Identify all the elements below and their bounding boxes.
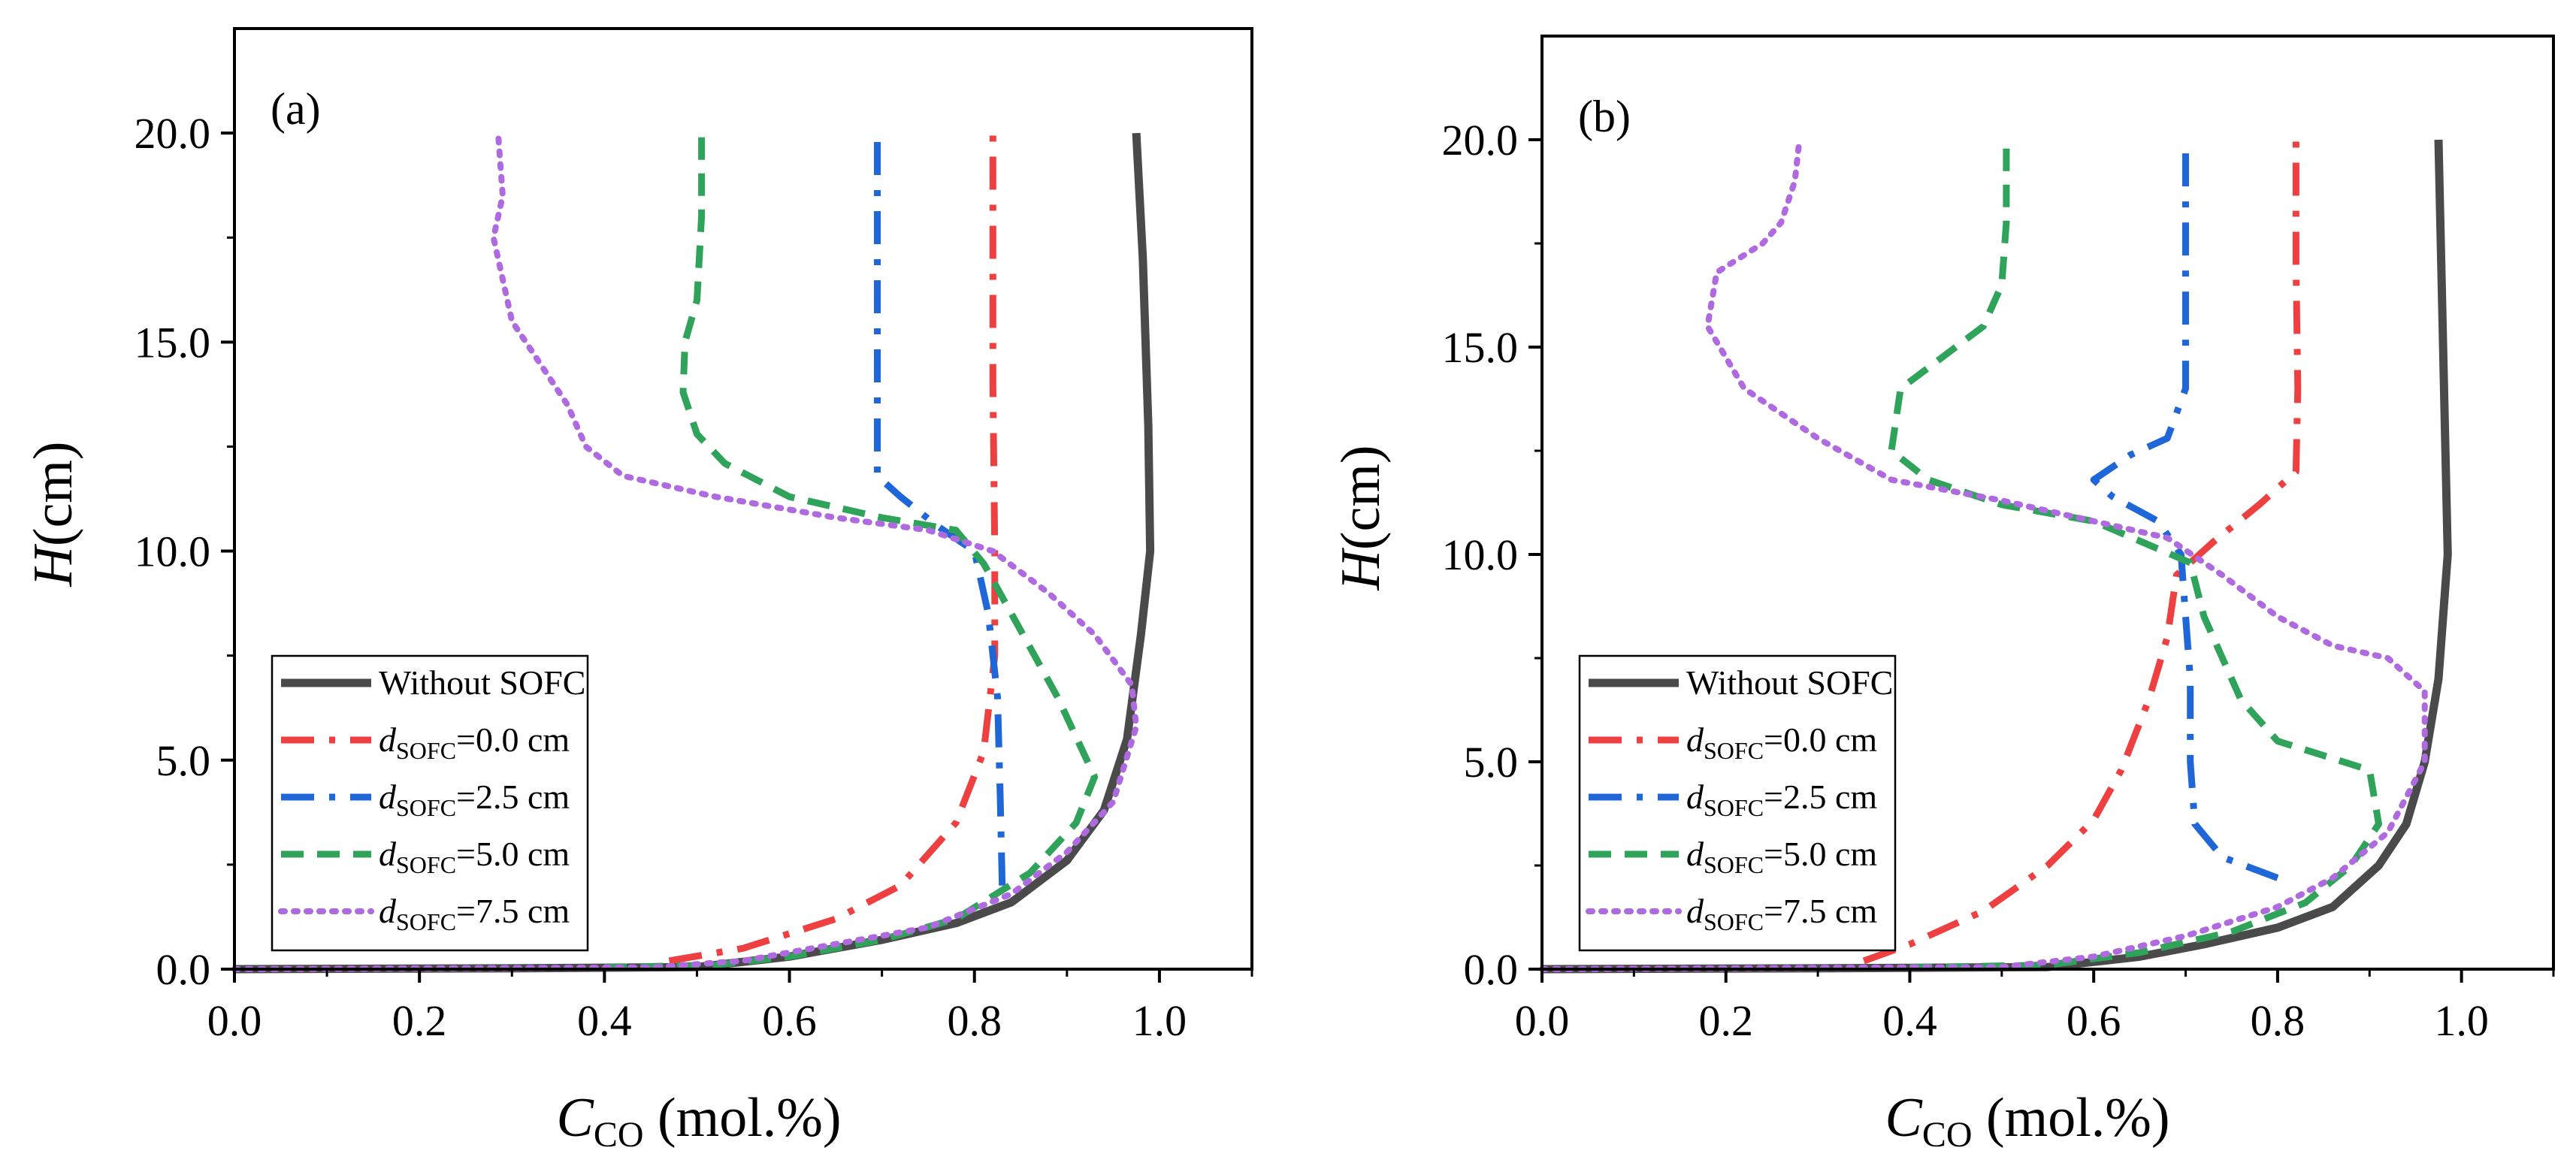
y-tick-label: 0.0 <box>1464 945 1519 994</box>
legend-entry-value: =7.5 cm <box>1764 892 1877 930</box>
legend-entry-value: =7.5 cm <box>456 892 570 930</box>
y-tick-label: 15.0 <box>135 318 211 367</box>
legend-entry-sub: SOFC <box>396 737 456 764</box>
legend-entry-sub: SOFC <box>1704 794 1764 821</box>
legend-entry-d75: dSOFC=7.5 cm <box>379 892 570 935</box>
y-tick-label: 5.0 <box>156 736 211 785</box>
y-axis-title-main: H <box>1330 548 1392 591</box>
legend-entry-symbol: d <box>379 778 397 816</box>
legend-entry-symbol: d <box>379 892 397 930</box>
panel-a: 0.0 0.2 0.4 0.6 0.8 1.0 0.0 5.0 10.0 15.0 20.0 (a) C… <box>23 27 1253 1155</box>
legend-entry-symbol: d <box>1686 720 1704 759</box>
legend-entry-sub: SOFC <box>1704 737 1764 764</box>
legend-entry-d25: dSOFC=2.5 cm <box>379 778 570 821</box>
legend-entry-d50: dSOFC=5.0 cm <box>1686 835 1877 878</box>
legend-entry-d25: dSOFC=2.5 cm <box>1686 778 1877 821</box>
y-axis-title: H(cm) <box>1330 445 1392 591</box>
plot-frame <box>233 27 1253 971</box>
legend-entry-sub: SOFC <box>396 794 456 821</box>
legend-entry-symbol: d <box>379 835 397 873</box>
x-axis-title-sub: CO <box>594 1115 644 1155</box>
legend-entry-d0: dSOFC=0.0 cm <box>379 720 570 764</box>
y-axis-title: H(cm) <box>23 441 84 587</box>
x-tick-label: 0.0 <box>207 996 262 1045</box>
legend-entry-symbol: d <box>1686 835 1704 873</box>
x-tick-label: 0.2 <box>1698 996 1753 1045</box>
x-tick-label: 1.0 <box>2434 996 2489 1045</box>
x-axis-title-main: C <box>1885 1087 1923 1149</box>
legend-entry-sub: SOFC <box>1704 851 1764 878</box>
legend-entry-value: =5.0 cm <box>1764 835 1877 873</box>
series-line-without <box>1541 139 2452 974</box>
x-tick-label: 0.4 <box>1882 996 1937 1045</box>
series-line-d75 <box>231 130 1140 972</box>
y-tick-label: 0.0 <box>156 945 211 994</box>
panel-b: 0.0 0.2 0.4 0.6 0.8 1.0 0.0 5.0 10.0 15.0 20.0 (b) C… <box>1330 35 2555 1155</box>
series-line-d0 <box>1862 140 2302 965</box>
x-axis-title-main: C <box>556 1087 594 1149</box>
legend-entry-without: Without SOFC <box>379 663 585 702</box>
series-line-d25 <box>874 133 1006 886</box>
x-axis-title: CCO (mol.%) <box>556 1087 841 1155</box>
legend-entry-sub: SOFC <box>1704 908 1764 935</box>
legend-entry-symbol: d <box>1686 778 1704 816</box>
legend-entry-sub: SOFC <box>396 908 456 935</box>
legend-entry-without: Without SOFC <box>1686 663 1893 702</box>
x-tick-label: 0.8 <box>2251 996 2305 1045</box>
x-tick-label: 0.0 <box>1515 996 1570 1045</box>
y-axis-title-main: H <box>23 544 84 588</box>
legend-entry-d50: dSOFC=5.0 cm <box>379 835 570 878</box>
plot-frame <box>1540 35 2555 971</box>
series-group <box>1539 137 2452 974</box>
legend-entry-sub: SOFC <box>396 851 456 878</box>
y-tick-label: 15.0 <box>1442 323 1519 372</box>
y-axis-title-unit: (cm) <box>1330 445 1392 550</box>
y-tick-label: 10.0 <box>135 527 211 576</box>
legend-entry-d75: dSOFC=7.5 cm <box>1686 892 1877 935</box>
legend-entry-value: =2.5 cm <box>1764 778 1877 816</box>
series-line-d25 <box>2090 140 2279 881</box>
x-tick-label: 0.4 <box>577 996 632 1045</box>
legend-box <box>1578 654 1897 952</box>
legend-entry-value: =0.0 cm <box>1764 720 1877 759</box>
x-axis-title: CCO (mol.%) <box>1885 1087 2169 1155</box>
x-tick-label: 0.8 <box>947 996 1002 1045</box>
x-axis-title-unit: (mol.%) <box>1973 1087 2170 1149</box>
y-tick-label: 20.0 <box>1442 116 1519 165</box>
y-tick-label: 20.0 <box>135 109 211 158</box>
series-line-d50 <box>1888 140 2382 971</box>
x-tick-label: 0.6 <box>762 996 817 1045</box>
x-tick-label: 0.2 <box>392 996 447 1045</box>
panel-label: (b) <box>1578 92 1631 141</box>
legend-entry-value: =5.0 cm <box>456 835 570 873</box>
y-tick-label: 10.0 <box>1442 530 1519 579</box>
legend-entry-value: =0.0 cm <box>456 720 570 759</box>
x-axis-title-unit: (mol.%) <box>644 1087 842 1149</box>
legend-entry-symbol: d <box>379 720 397 759</box>
y-tick-label: 5.0 <box>1464 738 1519 787</box>
x-tick-label: 1.0 <box>1132 996 1187 1045</box>
legend-entry-d0: dSOFC=0.0 cm <box>1686 720 1877 764</box>
series-group <box>231 130 1155 974</box>
series-line-d0 <box>668 133 999 965</box>
legend-entry-symbol: d <box>1686 892 1704 930</box>
legend-entry-value: =2.5 cm <box>456 778 570 816</box>
x-tick-label: 0.6 <box>2067 996 2121 1045</box>
x-axis-title-sub: CO <box>1922 1115 1973 1155</box>
legend-box <box>271 654 589 952</box>
series-line-d75 <box>1539 137 2428 972</box>
panel-label: (a) <box>271 84 321 134</box>
y-axis-title-unit: (cm) <box>23 441 84 546</box>
